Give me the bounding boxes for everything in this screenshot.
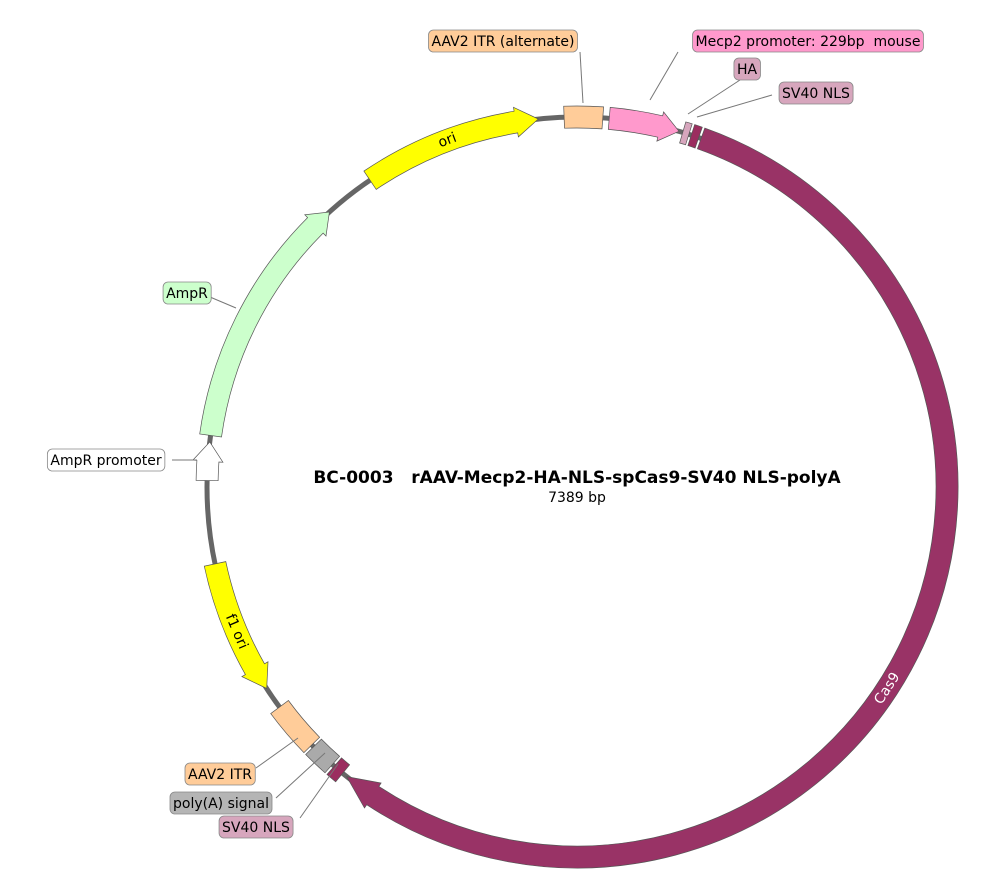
label-box: [46, 448, 166, 472]
feature-label: ori: [436, 130, 459, 151]
feature-label-group: AAV2 ITR (alternate): [428, 29, 578, 53]
leader-line: [299, 763, 339, 819]
feature-label: SV40 NLS: [222, 820, 290, 836]
feature-arc: [607, 107, 680, 142]
label-box: [169, 791, 273, 815]
feature-label-group: HA: [733, 57, 761, 81]
label-box: [428, 29, 578, 53]
label-box: [184, 762, 256, 786]
leader-line: [649, 51, 679, 101]
label-box: [778, 81, 854, 105]
leader-line: [275, 752, 326, 799]
plasmid-title: BC-0003 rAAV-Mecp2-HA-NLS-spCas9-SV40 NL…: [313, 468, 841, 488]
feature-arc: [199, 211, 330, 438]
feature-label: AmpR: [166, 286, 208, 302]
feature-label-group: poly(A) signal: [169, 791, 273, 815]
leader-line: [687, 79, 741, 115]
feature-label: AmpR promoter: [50, 453, 161, 469]
feature-arc: [203, 561, 269, 690]
feature-label-group: AAV2 ITR: [184, 762, 256, 786]
feature-label-group: SV40 NLS: [218, 815, 294, 839]
feature-arc: [192, 441, 224, 482]
feature-label: SV40 NLS: [782, 86, 850, 102]
feature-label-group: AmpR promoter: [46, 448, 166, 472]
feature-label: Mecp2 promoter: 229bp mouse: [696, 34, 921, 50]
feature-label: poly(A) signal: [173, 796, 269, 812]
feature-label-group: SV40 NLS: [778, 81, 854, 105]
leader-line: [696, 94, 773, 118]
feature-arc: [363, 106, 539, 190]
feature-arc: [687, 124, 703, 149]
plasmid-length: 7389 bp: [548, 490, 606, 506]
feature-arc: [326, 757, 351, 783]
feature-label-group: Mecp2 promoter: 229bp mouse: [692, 29, 924, 53]
feature-label: AAV2 ITR (alternate): [431, 34, 574, 50]
leader-line: [579, 51, 584, 104]
label-box: [162, 281, 212, 305]
feature-arc: [305, 738, 341, 774]
feature-arc: [270, 700, 321, 754]
label-box: [733, 57, 761, 81]
feature-label: AAV2 ITR: [188, 767, 252, 783]
leader-line: [209, 296, 237, 309]
feature-arc: [346, 127, 959, 869]
feature-label: HA: [737, 62, 758, 78]
feature-arc: [679, 121, 693, 146]
feature-arc: [563, 105, 604, 130]
label-box: [218, 815, 294, 839]
feature-label-group: AmpR: [162, 281, 212, 305]
leader-line: [255, 737, 299, 769]
label-box: [692, 29, 924, 53]
